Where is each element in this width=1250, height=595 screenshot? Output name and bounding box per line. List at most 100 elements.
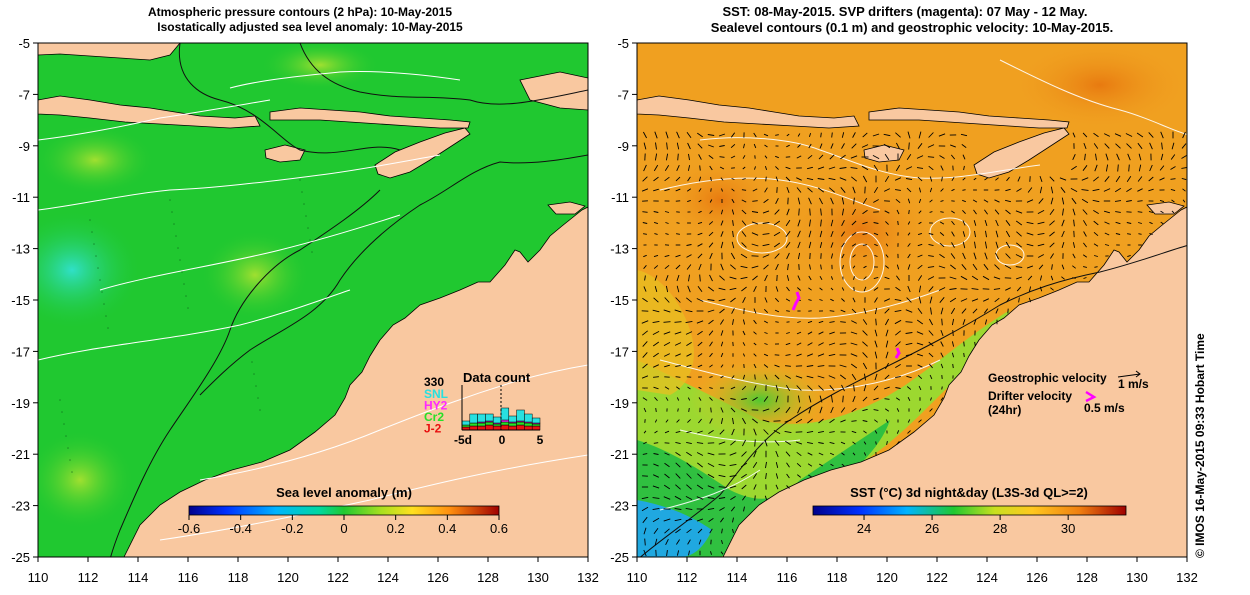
sla-colorbar-tick-label: 0.4 — [438, 521, 456, 536]
right-xtick-label: 112 — [677, 570, 698, 585]
left-ytick-label: -9 — [18, 139, 30, 154]
drifter-velocity-label-1: Drifter velocity — [988, 389, 1072, 403]
velocity-vector — [1072, 278, 1076, 279]
velocity-vector — [1138, 234, 1141, 235]
sla-high-anomaly-4 — [260, 40, 380, 90]
data-count-title: Data count — [463, 370, 531, 385]
left-xtick-label: 110 — [28, 570, 49, 585]
data-count-bar-segment — [493, 417, 501, 423]
velocity-vector — [711, 408, 712, 413]
velocity-vector — [810, 209, 811, 216]
velocity-vector — [719, 487, 726, 488]
geostrophic-scale-label: 1 m/s — [1118, 377, 1149, 391]
right-ytick-label: -13 — [610, 242, 629, 257]
data-count-bar-segment — [470, 414, 478, 423]
left-title-line1: Atmospheric pressure contours (2 hPa): 1… — [148, 5, 452, 19]
data-count-bar-segment — [462, 425, 470, 427]
velocity-vector — [1118, 165, 1119, 172]
geostrophic-velocity-label: Geostrophic velocity — [988, 371, 1107, 385]
right-xtick-label: 130 — [1126, 570, 1148, 585]
velocity-vector — [775, 135, 779, 136]
right-xtick-label: 118 — [827, 570, 848, 585]
velocity-vector — [876, 441, 877, 444]
right-ytick-label: -9 — [617, 139, 629, 154]
left-xtick-label: 132 — [577, 570, 599, 585]
velocity-vector — [953, 330, 954, 336]
left-title-line2: Isostatically adjusted sea level anomaly… — [157, 20, 463, 34]
data-count-bar-segment — [501, 425, 509, 430]
sst-colorbar-tick-label: 26 — [925, 521, 939, 536]
sst-colorbar-tick-label: 28 — [993, 521, 1007, 536]
velocity-vector — [832, 133, 833, 138]
velocity-vector — [689, 408, 690, 412]
right-xtick-label: 114 — [727, 570, 748, 585]
right-title-line1: SST: 08-May-2015. SVP drifters (magenta)… — [722, 4, 1087, 19]
sla-colorbar-tick-label: -0.2 — [281, 521, 303, 536]
velocity-vector — [642, 212, 647, 213]
sla-colorbar-gradient — [189, 506, 499, 515]
data-count-bar-segment — [532, 426, 540, 430]
right-ytick-label: -5 — [617, 36, 629, 51]
velocity-vector — [766, 177, 767, 182]
velocity-vector — [742, 190, 746, 191]
velocity-vector — [1137, 201, 1142, 202]
left-xtick-label: 122 — [327, 570, 349, 585]
sla-colorbar-tick-label: 0.2 — [387, 521, 405, 536]
data-count-bar-segment — [493, 426, 501, 430]
velocity-vector — [1129, 165, 1130, 172]
velocity-vector — [1094, 267, 1097, 268]
velocity-vector — [799, 209, 800, 216]
data-count-bar-segment — [462, 421, 470, 425]
velocity-vector — [678, 408, 679, 411]
data-count-bar-segment — [501, 422, 509, 425]
data-count-bar-segment — [532, 424, 540, 426]
velocity-vector — [876, 319, 877, 326]
data-count-bar-segment — [524, 426, 532, 430]
velocity-vector — [940, 212, 943, 213]
velocity-vector — [942, 387, 943, 390]
sst-colorbar-title: SST (°C) 3d night&day (L3S-3d QL>=2) — [850, 485, 1088, 500]
sst-colorbar-tick-label: 30 — [1061, 521, 1075, 536]
left-xtick-label: 120 — [277, 570, 299, 585]
data-count-bar-segment — [501, 420, 509, 422]
data-count-bar-segment — [470, 423, 478, 426]
data-count-bar-segment — [524, 414, 532, 422]
velocity-vector — [840, 344, 847, 345]
data-count-bar-segment — [470, 426, 478, 430]
sla-colorbar-title: Sea level anomaly (m) — [276, 485, 412, 500]
velocity-vector — [962, 190, 965, 191]
velocity-vector — [676, 377, 681, 378]
sst-warm-core-2 — [1010, 40, 1190, 130]
sla-high-anomaly-3 — [25, 430, 135, 530]
left-ytick-label: -17 — [11, 344, 30, 359]
velocity-vector — [677, 223, 680, 224]
right-xtick-label: 116 — [777, 570, 798, 585]
left-ytick-label: -5 — [18, 36, 30, 51]
velocity-vector — [720, 157, 725, 158]
velocity-vector — [909, 143, 910, 150]
sla-low-anomaly — [2, 210, 142, 330]
left-xtick-label: 126 — [427, 570, 449, 585]
velocity-vector — [775, 322, 778, 323]
data-count-bar-segment — [478, 414, 486, 422]
velocity-vector — [664, 322, 671, 323]
data-count-bar-segment — [517, 422, 525, 425]
right-xtick-label: 110 — [627, 570, 648, 585]
data-count-bar-segment — [485, 422, 493, 425]
right-ytick-label: -7 — [617, 87, 629, 102]
left-xtick-label: 114 — [128, 570, 149, 585]
data-count-bar-segment — [478, 426, 486, 430]
right-xtick-label: 120 — [876, 570, 898, 585]
data-count-bar-segment — [509, 423, 517, 426]
left-xtick-label: 128 — [477, 570, 499, 585]
velocity-vector — [964, 353, 965, 357]
data-count-bar-segment — [517, 410, 525, 421]
data-count-bar-segment — [509, 416, 517, 422]
velocity-vector — [755, 440, 756, 447]
velocity-vector — [700, 275, 701, 282]
data-count-bar-segment — [517, 425, 525, 430]
sst-colorbar-gradient — [813, 506, 1126, 515]
velocity-vector — [700, 165, 701, 170]
right-xtick-label: 126 — [1026, 570, 1048, 585]
